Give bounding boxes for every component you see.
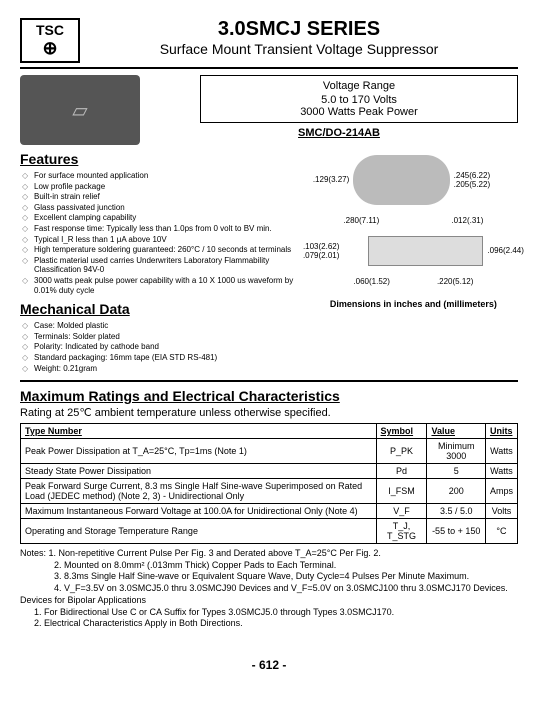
features-title: Features [20, 151, 309, 167]
table-cell: 3.5 / 5.0 [427, 504, 485, 519]
table-cell: Peak Forward Surge Current, 8.3 ms Singl… [21, 479, 377, 504]
table-cell: Maximum Instantaneous Forward Voltage at… [21, 504, 377, 519]
mech-item: Polarity: Indicated by cathode band [34, 342, 309, 352]
table-cell: Volts [485, 504, 517, 519]
table-header: Units [485, 424, 517, 439]
table-header: Symbol [376, 424, 427, 439]
voltage-line2: 3000 Watts Peak Power [205, 106, 513, 118]
table-header: Type Number [21, 424, 377, 439]
table-cell: °C [485, 519, 517, 544]
dim-label: .103(2.62) .079(2.01) [303, 242, 365, 260]
feature-item: For surface mounted application [34, 171, 309, 181]
bipolar-header: Devices for Bipolar Applications [20, 595, 518, 607]
table-header: Value [427, 424, 485, 439]
feature-item: 3000 watts peak pulse power capability w… [34, 276, 309, 295]
table-row: Peak Forward Surge Current, 8.3 ms Singl… [21, 479, 518, 504]
dimension-diagram: .129(3.27) .245(6.22) .205(5.22) .280(7.… [309, 145, 518, 295]
table-cell: Steady State Power Dissipation [21, 464, 377, 479]
notes-section: Notes: 1. Non-repetitive Current Pulse P… [20, 548, 518, 630]
dim-label: .245(6.22) .205(5.22) [454, 171, 514, 189]
table-row: Maximum Instantaneous Forward Voltage at… [21, 504, 518, 519]
table-row: Peak Power Dissipation at T_A=25°C, Tp=1… [21, 439, 518, 464]
table-cell: Amps [485, 479, 517, 504]
dim-label: .096(2.44) [487, 246, 523, 255]
voltage-range-box: Voltage Range 5.0 to 170 Volts 3000 Watt… [200, 75, 518, 123]
dim-label: .220(5.12) [437, 277, 473, 286]
feature-item: Built-in strain relief [34, 192, 309, 202]
dimension-note: Dimensions in inches and (millimeters) [309, 299, 518, 309]
mech-item: Weight: 0.21gram [34, 364, 309, 374]
logo-symbol: ⊕ [26, 38, 74, 59]
feature-item: Glass passivated junction [34, 203, 309, 213]
table-row: Steady State Power Dissipation Pd 5 Watt… [21, 464, 518, 479]
table-cell: V_F [376, 504, 427, 519]
page-title: 3.0SMCJ SERIES [80, 18, 518, 41]
voltage-line1: 5.0 to 170 Volts [205, 94, 513, 106]
features-list: For surface mounted application Low prof… [20, 171, 309, 295]
dim-label: .129(3.27) [313, 175, 349, 184]
table-cell: Watts [485, 439, 517, 464]
dim-label: .280(7.11) [343, 216, 379, 225]
feature-item: Excellent clamping capability [34, 213, 309, 223]
mech-item: Case: Molded plastic [34, 321, 309, 331]
mechanical-title: Mechanical Data [20, 301, 309, 317]
note: 2. Electrical Characteristics Apply in B… [34, 618, 518, 630]
feature-item: Low profile package [34, 182, 309, 192]
ratings-subtitle: Rating at 25℃ ambient temperature unless… [20, 406, 518, 419]
table-cell: -55 to + 150 [427, 519, 485, 544]
table-row: Operating and Storage Temperature Range … [21, 519, 518, 544]
note: 4. V_F=3.5V on 3.0SMCJ5.0 thru 3.0SMCJ90… [54, 583, 518, 595]
feature-item: High temperature soldering guaranteed: 2… [34, 245, 309, 255]
feature-item: Typical I_R less than 1 μA above 10V [34, 235, 309, 245]
feature-item: Fast response time: Typically less than … [34, 224, 309, 234]
table-cell: 5 [427, 464, 485, 479]
ratings-table: Type Number Symbol Value Units Peak Powe… [20, 423, 518, 544]
mech-item: Terminals: Solder plated [34, 332, 309, 342]
table-cell: T_J, T_STG [376, 519, 427, 544]
ratings-title: Maximum Ratings and Electrical Character… [20, 388, 518, 404]
table-cell: Operating and Storage Temperature Range [21, 519, 377, 544]
package-label: SMC/DO-214AB [160, 127, 518, 139]
mech-item: Standard packaging: 16mm tape (EIA STD R… [34, 353, 309, 363]
table-cell: P_PK [376, 439, 427, 464]
note: Notes: 1. Non-repetitive Current Pulse P… [20, 548, 518, 560]
chip-image: ▱ [20, 75, 140, 145]
table-cell: Minimum 3000 [427, 439, 485, 464]
logo-text: TSC [26, 22, 74, 38]
note: 1. For Bidirectional Use C or CA Suffix … [34, 607, 518, 619]
table-cell: Watts [485, 464, 517, 479]
note: 2. Mounted on 8.0mm² (.013mm Thick) Copp… [54, 560, 518, 572]
table-cell: 200 [427, 479, 485, 504]
dim-label: .060(1.52) [353, 277, 389, 286]
dim-label: .012(.31) [451, 216, 483, 225]
mechanical-list: Case: Molded plastic Terminals: Solder p… [20, 321, 309, 373]
logo: TSC ⊕ [20, 18, 80, 63]
note: 3. 8.3ms Single Half Sine-wave or Equiva… [54, 571, 518, 583]
voltage-header: Voltage Range [205, 80, 513, 92]
page-number: - 612 - [20, 658, 518, 672]
feature-item: Plastic material used carries Underwrite… [34, 256, 309, 275]
table-cell: Peak Power Dissipation at T_A=25°C, Tp=1… [21, 439, 377, 464]
header: TSC ⊕ 3.0SMCJ SERIES Surface Mount Trans… [20, 18, 518, 69]
table-cell: Pd [376, 464, 427, 479]
table-cell: I_FSM [376, 479, 427, 504]
page-subtitle: Surface Mount Transient Voltage Suppress… [80, 41, 518, 57]
